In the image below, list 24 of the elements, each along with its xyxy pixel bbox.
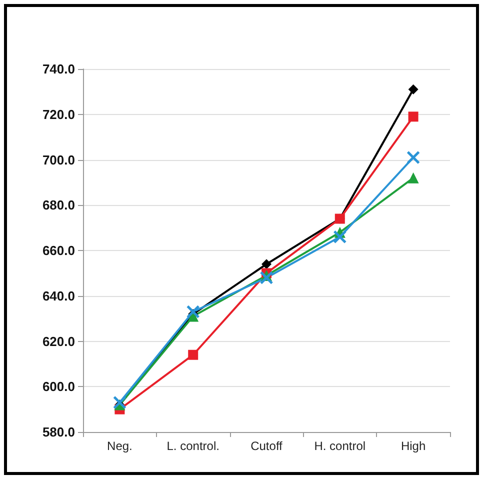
point [408,84,418,94]
y-tick-label: 600.0 [42,379,75,394]
point [333,230,347,244]
point [406,150,420,164]
y-tick-label: 660.0 [42,243,75,258]
x-tick-label: Neg. [107,439,132,453]
y-tick-label: 740.0 [42,62,75,76]
point [112,396,126,410]
y-tick-label: 700.0 [42,152,75,168]
point [408,112,418,122]
point [186,305,200,319]
point [188,350,198,360]
y-tick-label: 680.0 [42,198,75,213]
x-tick-label: High [400,439,426,453]
x-tick-label: L. control. [166,439,220,453]
x-tick-label: H. control [314,439,366,453]
point [408,172,419,184]
point [260,270,274,284]
point [262,259,272,270]
y-tick-label: 720.0 [42,106,75,122]
x-tick-label: Cutoff [250,439,284,453]
y-tick-label: 620.0 [42,334,75,349]
y-tick-label: 640.0 [42,288,75,304]
y-tick-label: 580.0 [42,424,75,440]
